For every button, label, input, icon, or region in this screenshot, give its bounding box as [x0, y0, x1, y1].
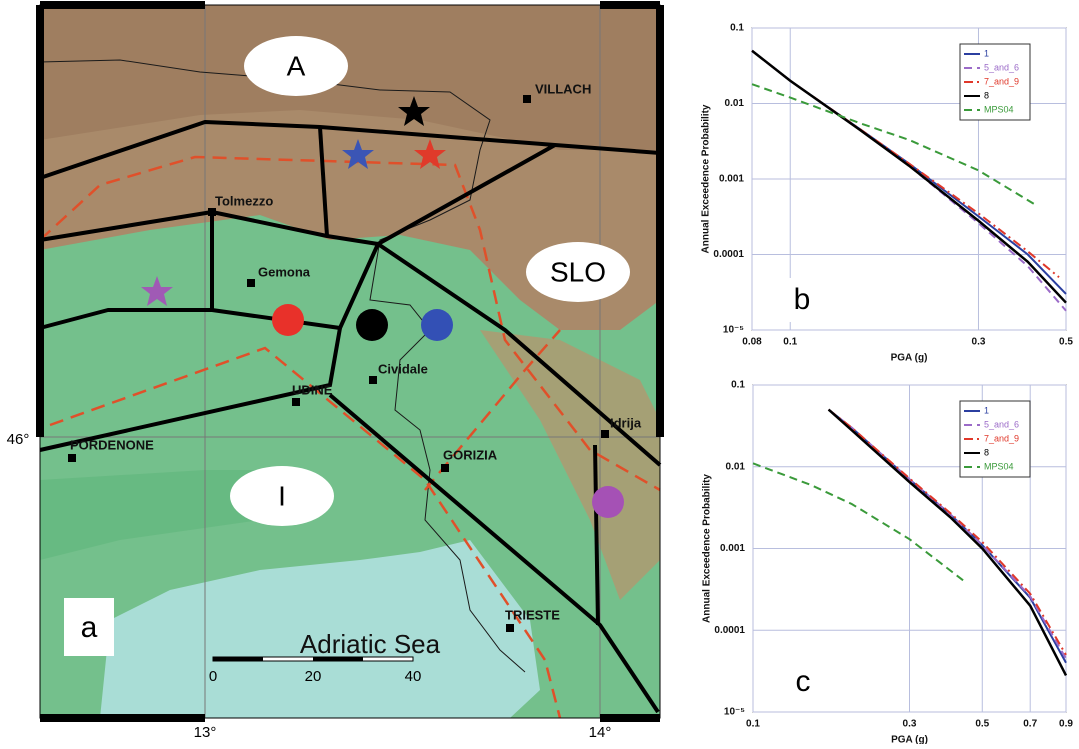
lon-label: 14°	[589, 724, 612, 741]
x-tick-label: 0.1	[783, 337, 797, 348]
y-tick-label: 0.1	[730, 23, 744, 34]
city-label: Cividale	[378, 361, 428, 376]
sea-label: Adriatic Sea	[300, 629, 441, 659]
x-tick-label: 0.3	[972, 337, 986, 348]
city-marker	[506, 624, 514, 632]
panel-label: a	[81, 611, 98, 644]
x-tick-label: 0.7	[1023, 719, 1037, 730]
scale-bar-segment	[213, 657, 263, 661]
legend-label: 5_and_6	[984, 419, 1019, 429]
map: VILLACH Tolmezzo Gemona Cividale UDINE P…	[7, 1, 664, 741]
scale-label: 40	[405, 668, 422, 685]
city-marker	[523, 95, 531, 103]
y-tick-label: 10⁻⁵	[724, 707, 745, 718]
x-tick-label: 0.3	[903, 719, 917, 730]
city-label: GORIZIA	[443, 447, 498, 462]
chart: 0.08 0.1 0.3 0.5 0.1 0.01 0.001 0.0001 10⁻⁵ PGA (…	[701, 23, 1074, 364]
lon-label: 13°	[194, 724, 217, 741]
panel-label: c	[796, 665, 811, 698]
y-tick-label: 0.1	[731, 380, 745, 391]
y-tick-label: 0.001	[720, 543, 745, 554]
y-tick-label: 0.001	[719, 174, 744, 185]
legend-label: 8	[984, 447, 989, 457]
scale-bar	[213, 657, 413, 661]
x-tick-label: 0.5	[975, 719, 989, 730]
city-label: UDINE	[292, 382, 333, 397]
city-label: Tolmezzo	[215, 193, 273, 208]
x-axis-label: PGA (g)	[891, 353, 928, 364]
legend-label: 8	[984, 90, 989, 100]
region-label: SLO	[550, 256, 606, 287]
site	[272, 304, 304, 336]
scale-label: 20	[305, 668, 322, 685]
x-tick-label: 0.9	[1059, 719, 1073, 730]
site	[592, 486, 624, 518]
y-tick-label: 0.01	[725, 98, 745, 109]
x-axis-label: PGA (g)	[891, 735, 928, 744]
y-axis-label: Annual Exceedence Probability	[701, 104, 712, 253]
y-tick-label: 0.0001	[714, 625, 745, 636]
city-label: Gemona	[258, 264, 311, 279]
y-axis-label: Annual Exceedence Probability	[702, 474, 713, 623]
region-label: I	[278, 480, 286, 511]
legend-label: MPS04	[984, 104, 1014, 114]
y-tick-label: 0.0001	[713, 249, 744, 260]
charts: 0.08 0.1 0.3 0.5 0.1 0.01 0.001 0.0001 10⁻⁵ PGA (…	[701, 23, 1074, 744]
y-tick-label: 0.01	[726, 461, 746, 472]
x-tick-label: 0.08	[742, 337, 762, 348]
city-marker	[292, 398, 300, 406]
legend-label: 7_and_9	[984, 433, 1019, 443]
legend-label: 1	[984, 48, 989, 58]
city-marker	[208, 208, 216, 216]
city-label: PORDENONE	[70, 437, 154, 452]
city-marker	[247, 279, 255, 287]
city-marker	[68, 454, 76, 462]
legend-label: MPS04	[984, 461, 1014, 471]
panel-label: b	[794, 283, 811, 316]
site	[356, 309, 388, 341]
y-tick-label: 10⁻⁵	[723, 325, 744, 336]
city-marker	[441, 464, 449, 472]
scale-label: 0	[209, 668, 217, 685]
x-tick-label: 0.1	[746, 719, 760, 730]
figure: VILLACH Tolmezzo Gemona Cividale UDINE P…	[0, 0, 1079, 744]
lat-label: 46°	[7, 431, 30, 448]
legend-label: 7_and_9	[984, 76, 1019, 86]
region-label: A	[287, 50, 306, 81]
scale-bar-segment	[313, 657, 363, 661]
city-label: TRIESTE	[505, 607, 560, 622]
chart: 0.1 0.3 0.5 0.7 0.9 0.1 0.01 0.001 0.0001 10⁻⁵ PGA…	[702, 380, 1074, 744]
site	[421, 309, 453, 341]
city-marker	[601, 430, 609, 438]
legend-label: 1	[984, 405, 989, 415]
city-label: Idrija	[610, 415, 642, 430]
x-tick-label: 0.5	[1059, 337, 1073, 348]
legend-label: 5_and_6	[984, 62, 1019, 72]
city-marker	[369, 376, 377, 384]
city-label: VILLACH	[535, 81, 591, 96]
